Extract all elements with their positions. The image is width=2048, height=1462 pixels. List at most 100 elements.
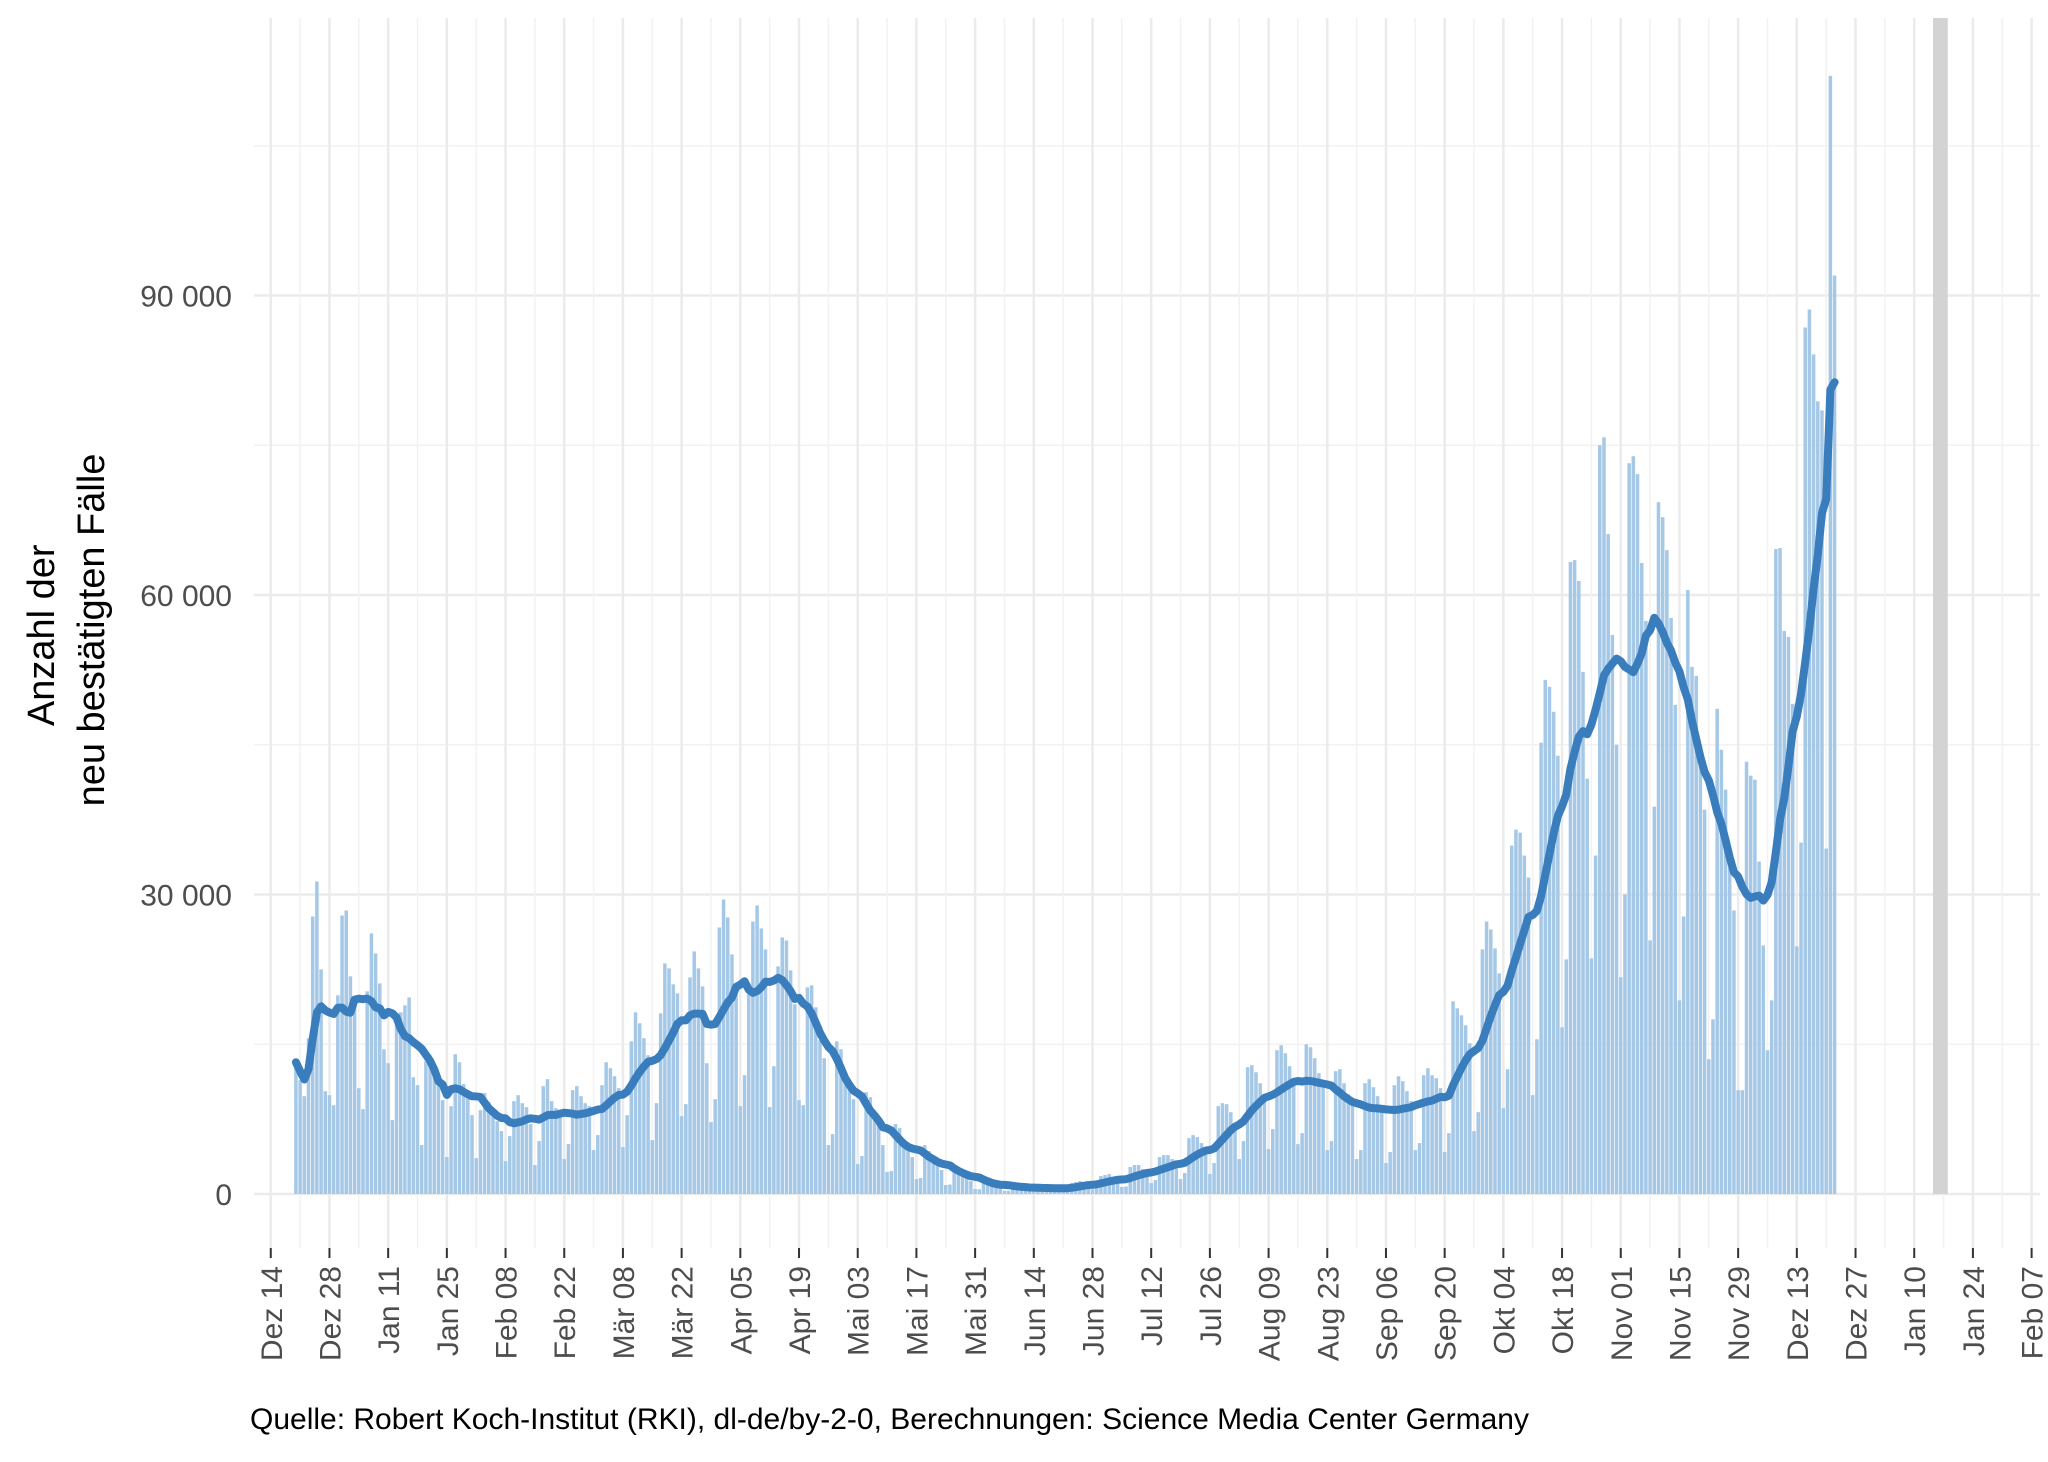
daily-case-bar [910,1157,914,1194]
daily-case-bar [1141,1169,1145,1194]
daily-case-bar [1509,845,1514,1194]
daily-case-bar [1409,1101,1413,1194]
x-tick-label: Sep 06 [1371,1266,1404,1361]
daily-case-bar [746,986,751,1194]
daily-case-bar [1656,502,1661,1194]
daily-case-bar [868,1097,873,1194]
daily-case-bar [575,1086,579,1194]
daily-case-bar [1191,1135,1195,1194]
daily-case-bar [692,951,696,1194]
daily-case-bar [1468,1043,1472,1194]
daily-case-bar [1036,1191,1040,1194]
daily-case-bar [751,921,755,1194]
daily-case-bar [1283,1053,1288,1194]
daily-case-bar [956,1168,961,1194]
source-caption: Quelle: Robert Koch-Institut (RKI), dl-d… [250,1403,1529,1436]
daily-case-bar [717,927,722,1194]
x-axis-ticks: Dez 14 Dez 28 Jan 11 Jan 25 Feb 08 Feb 22 Mär … [256,1248,2048,1361]
daily-case-bar [1421,1075,1426,1194]
daily-case-bar [1690,666,1694,1194]
daily-case-bar [1740,1090,1745,1194]
daily-case-bar [1518,832,1522,1194]
daily-case-bar [1245,1067,1250,1194]
x-tick-label: Dez 27 [1841,1266,1874,1361]
daily-case-bar [1182,1173,1187,1194]
daily-case-bar [1254,1072,1258,1194]
daily-case-bar [1220,1103,1225,1194]
daily-case-bar [914,1179,919,1194]
daily-case-bar [499,1131,504,1194]
daily-case-bar [1723,789,1728,1194]
y-axis-title: Anzahl der neu bestätigten Fälle [21,454,113,807]
daily-case-bar [298,1080,302,1194]
daily-case-bar [306,1038,311,1194]
daily-case-bar [663,963,667,1194]
daily-case-bar [801,1105,805,1194]
daily-case-bar [805,987,810,1194]
daily-case-bar [1438,1088,1443,1194]
daily-case-bar [759,928,764,1194]
daily-case-bar [482,1093,487,1194]
daily-case-bar [1581,671,1585,1194]
daily-case-bar [1094,1188,1099,1194]
daily-case-bar [633,1012,638,1194]
x-tick-label: Feb 22 [549,1266,582,1359]
daily-case-bar [390,1120,395,1194]
daily-case-bar [1727,867,1732,1194]
daily-case-bar [596,1135,600,1194]
x-tick-label: Jan 11 [373,1266,406,1354]
daily-case-bar [772,1066,776,1194]
daily-case-bar [797,1100,801,1194]
daily-case-bar [1677,1000,1682,1194]
daily-case-bar [1380,1107,1384,1194]
daily-case-bar [1367,1079,1371,1194]
daily-case-bar [1442,1152,1447,1194]
daily-case-bar [1598,445,1602,1194]
daily-case-bar [1413,1150,1418,1194]
daily-case-bar [889,1171,894,1194]
daily-case-bar [1434,1078,1439,1194]
daily-case-bar [1208,1174,1212,1194]
daily-case-bar [1400,1081,1405,1194]
daily-case-bar [1669,617,1673,1194]
daily-case-bar [1291,1079,1296,1194]
daily-case-bar [684,1104,688,1194]
y-tick-label: 60 000 [140,580,232,613]
daily-case-bar [1765,1050,1770,1194]
daily-case-bar [1321,1085,1325,1194]
daily-case-bar [1195,1137,1200,1194]
daily-case-bar [1769,1000,1774,1194]
daily-case-bar [587,1106,592,1194]
daily-case-bar [709,1122,713,1194]
daily-case-bar [818,1040,822,1194]
daily-case-bar [981,1180,986,1194]
daily-case-bar [302,1096,307,1194]
x-tick-label: Jan 25 [432,1266,465,1356]
daily-case-bar [1006,1190,1011,1194]
x-tick-label: Mai 31 [960,1266,993,1356]
daily-case-bar [562,1159,567,1194]
daily-case-bar [1719,749,1724,1194]
daily-case-bar [721,899,726,1194]
daily-case-bar [1694,675,1698,1194]
daily-case-bar [1610,634,1615,1194]
daily-case-bar [1392,1085,1397,1194]
daily-case-bar [1606,534,1610,1194]
daily-case-bar [885,1172,889,1194]
daily-case-bar [1333,1071,1338,1194]
daily-case-bar [725,917,730,1194]
daily-case-bar [545,1079,550,1194]
daily-case-bar [1803,327,1807,1194]
daily-case-bar [1593,855,1598,1194]
daily-case-bar [1250,1065,1254,1194]
daily-case-bar [977,1189,982,1194]
daily-case-bar [1535,1039,1539,1194]
x-tick-label: Sep 20 [1430,1266,1463,1361]
daily-case-bar [1241,1141,1246,1194]
daily-case-bar [336,995,340,1194]
daily-case-bar [1547,686,1552,1194]
x-tick-label: Jan 24 [1958,1266,1991,1356]
x-tick-label: Apr 05 [725,1266,758,1354]
daily-case-bar [1686,590,1690,1194]
daily-case-bar [1753,779,1757,1194]
